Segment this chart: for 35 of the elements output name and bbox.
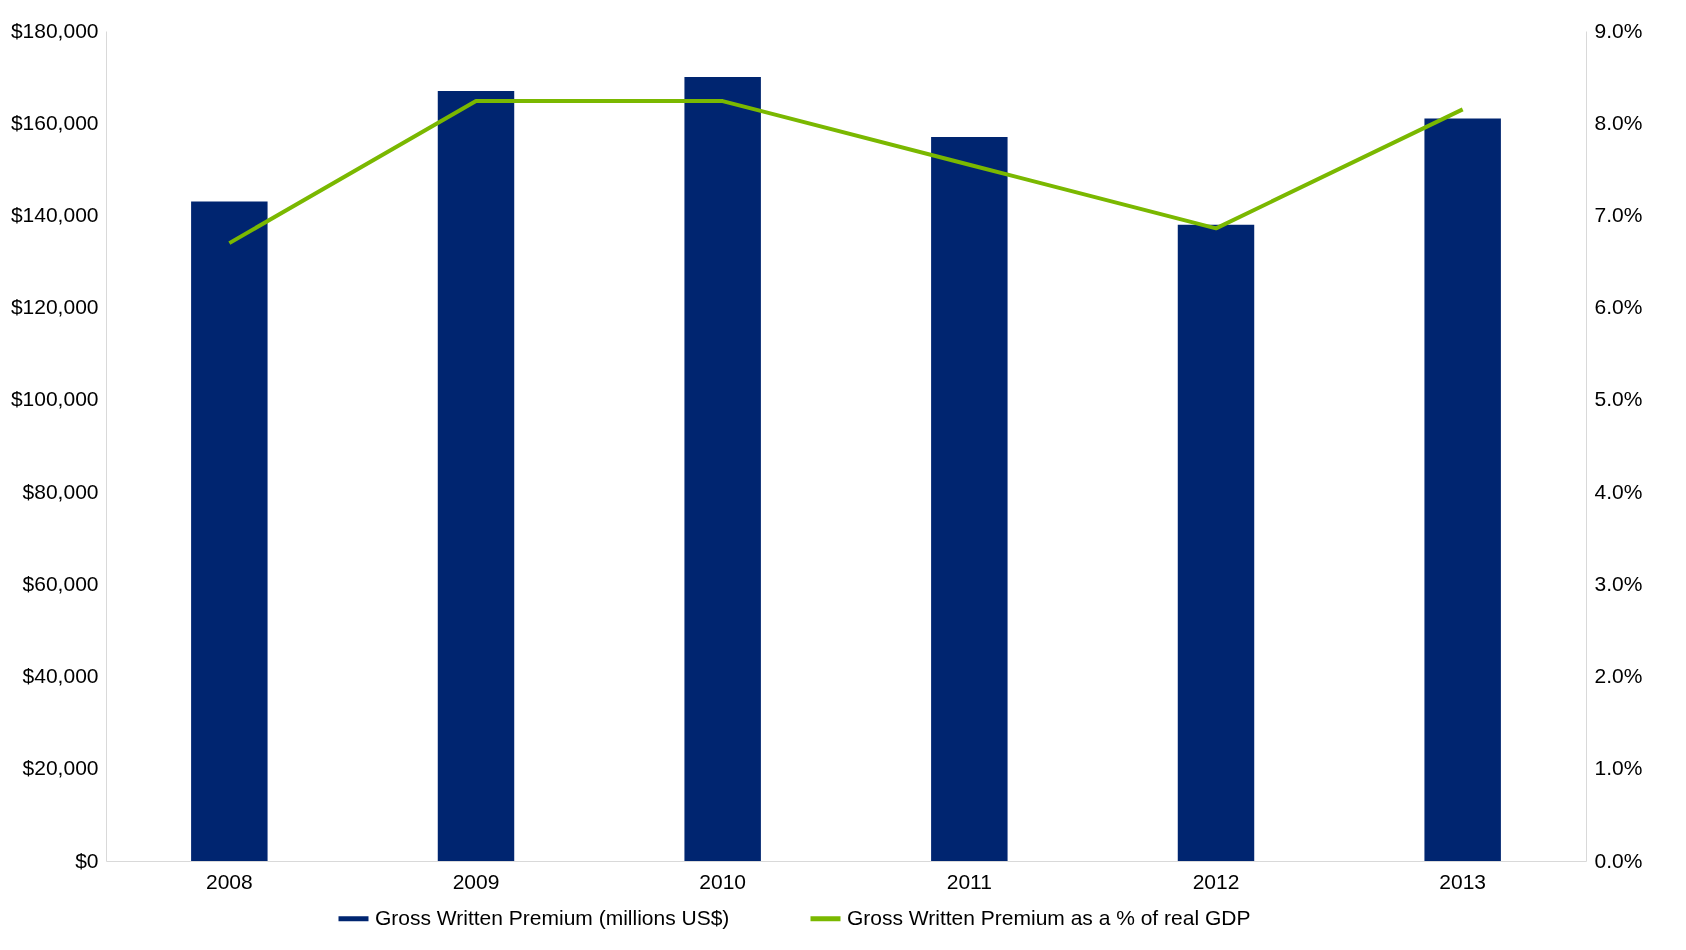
y2-tick-label: 4.0% xyxy=(1594,479,1643,503)
y2-tick-label: 5.0% xyxy=(1594,387,1643,411)
y-tick-label: $180,000 xyxy=(10,18,99,42)
y2-tick-label: 9.0% xyxy=(1594,18,1643,42)
y-tick-label: $60,000 xyxy=(22,571,99,595)
bar xyxy=(191,201,268,861)
y2-tick-label: 7.0% xyxy=(1594,202,1643,226)
y-tick-label: $80,000 xyxy=(22,479,99,503)
bar xyxy=(437,90,515,861)
y2-tick-label: 6.0% xyxy=(1594,295,1643,319)
bar xyxy=(1177,224,1255,861)
x-tick-label: 2009 xyxy=(452,869,500,893)
x-tick-label: 2010 xyxy=(699,869,747,893)
y2-tick-label: 2.0% xyxy=(1594,664,1643,688)
bar xyxy=(931,137,1008,861)
y-tick-label: $140,000 xyxy=(10,202,99,226)
y-tick-label: $100,000 xyxy=(10,387,99,411)
y2-tick-label: 0.0% xyxy=(1594,848,1643,872)
legend-label: Gross Written Premium as a % of real GDP xyxy=(847,905,1251,929)
y-tick-label: $40,000 xyxy=(22,664,99,688)
y-tick-label: $160,000 xyxy=(10,110,99,134)
x-tick-label: 2013 xyxy=(1439,869,1487,893)
y-tick-label: $20,000 xyxy=(22,756,99,780)
y-tick-label: $120,000 xyxy=(10,295,99,319)
y2-tick-label: 3.0% xyxy=(1594,571,1643,595)
bar xyxy=(684,77,761,861)
x-tick-label: 2008 xyxy=(205,869,253,893)
y2-tick-label: 1.0% xyxy=(1594,756,1643,780)
bar xyxy=(1424,118,1501,861)
legend-label: Gross Written Premium (millions US$) xyxy=(375,905,730,929)
x-tick-label: 2012 xyxy=(1192,869,1240,893)
x-tick-label: 2011 xyxy=(946,869,992,893)
y-tick-label: $0 xyxy=(75,848,99,872)
line-series xyxy=(227,99,1465,246)
y2-tick-label: 8.0% xyxy=(1594,110,1643,134)
